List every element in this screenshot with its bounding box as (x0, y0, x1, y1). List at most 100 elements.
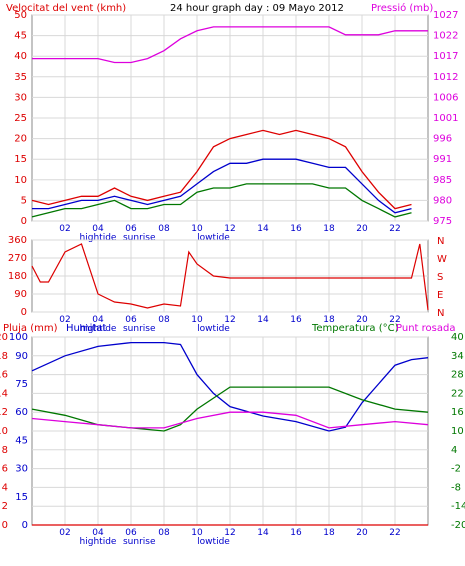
direction-letter-tick-1: W (437, 254, 447, 265)
p2-hour-tick-14: 14 (257, 315, 269, 325)
pressure-tick-6: 1006 (433, 92, 458, 103)
p1-hour-tick-06: 06 (125, 224, 137, 234)
temperature-tick-8: 28 (451, 370, 464, 381)
p1-event-hightide: hightide (80, 233, 117, 243)
p2-hour-tick-10: 10 (191, 315, 203, 325)
wind-speed-tick-6: 30 (14, 92, 27, 103)
p3-hour-tick-18: 18 (323, 528, 335, 538)
series-line-punt-rosada (31, 411, 429, 429)
p1-hour-tick-20: 20 (356, 224, 368, 234)
series-line-direcci-del-vent (31, 243, 429, 311)
direction-letter-tick-0: N (437, 236, 444, 247)
p2-event-lowtide: lowtide (197, 324, 230, 334)
series-line-pressi-mb (32, 26, 428, 64)
pressure-tick-4: 996 (433, 134, 452, 145)
wind-speed-tick-5: 25 (14, 113, 27, 124)
humidity-temperature-panel: Pluja (mm) Humitat Temperatura (°C) Punt… (0, 323, 465, 547)
p3-hour-tick-16: 16 (290, 528, 302, 538)
p1-event-sunrise: sunrise (123, 233, 156, 243)
direction-degree-tick-0: 0 (21, 307, 27, 318)
p1-hour-tick-10: 10 (191, 224, 203, 234)
p1-event-lowtide: lowtide (197, 233, 230, 243)
wind-direction-series (31, 243, 429, 311)
p1-hour-tick-12: 12 (224, 224, 235, 234)
direction-degree-tick-360: 360 (8, 235, 27, 246)
p2-hour-tick-02: 02 (59, 315, 70, 325)
rain-tick-4: 8 (2, 445, 8, 456)
temperature-axis-label: Temperatura (°C) (311, 323, 399, 334)
rain-tick-6: 12 (0, 407, 8, 418)
p2-hour-tick-18: 18 (323, 315, 335, 325)
humidity-tick-5: 75 (15, 379, 28, 390)
wind-speed-tick-9: 45 (14, 31, 27, 42)
wind-direction-grid: 02 04 06 08 10 12 14 16 18 20 22 hightide sunrise low… (32, 239, 428, 334)
rain-tick-0: 0 (2, 520, 8, 531)
pressure-tick-0: 975 (433, 216, 452, 227)
p1-hour-tick-04: 04 (92, 224, 104, 234)
p3-hour-tick-22: 22 (389, 528, 400, 538)
temperature-tick-3: -2 (451, 464, 461, 475)
p2-hour-tick-20: 20 (356, 315, 368, 325)
p3-hour-tick-14: 14 (257, 528, 269, 538)
p2-hour-tick-16: 16 (290, 315, 302, 325)
direction-letter-tick-4: N (437, 308, 444, 319)
p1-hour-tick-14: 14 (257, 224, 269, 234)
direction-degree-tick-180: 180 (8, 271, 27, 282)
humidity-tick-4: 60 (15, 407, 28, 418)
dew-point-axis-label: Punt rosada (396, 323, 455, 334)
temperature-tick-7: 22 (451, 388, 464, 399)
temperature-tick-9: 34 (451, 351, 464, 362)
temperature-tick-10: 40 (451, 332, 464, 343)
wind-speed-tick-3: 15 (14, 154, 27, 165)
wind-speed-tick-4: 20 (14, 134, 27, 145)
p3-hour-tick-06: 06 (125, 528, 137, 538)
p1-hour-tick-02: 02 (59, 224, 70, 234)
p3-hour-tick-12: 12 (224, 528, 235, 538)
pressure-axis-label: Pressió (mb) (371, 2, 433, 14)
wind-speed-tick-10: 50 (14, 10, 27, 21)
temperature-tick-5: 10 (451, 426, 464, 437)
humidity-tick-3: 45 (15, 435, 28, 446)
p2-hour-tick-04: 04 (92, 315, 104, 325)
p3-event-sunrise: sunrise (123, 537, 156, 547)
p3-hour-tick-08: 08 (158, 528, 170, 538)
wind-speed-tick-1: 5 (21, 195, 27, 206)
rain-tick-5: 10 (0, 426, 8, 437)
direction-degree-tick-270: 270 (8, 253, 27, 264)
p3-event-lowtide: lowtide (197, 537, 230, 547)
p2-event-hightide: hightide (80, 324, 117, 334)
p3-event-hightide: hightide (80, 537, 117, 547)
wind-speed-tick-8: 40 (14, 51, 27, 62)
graph-title: 24 hour graph day : 09 Mayo 2012 (170, 3, 344, 14)
humidity-axis-label: Humitat (66, 323, 106, 334)
series-line-humitat (31, 341, 429, 432)
pressure-tick-1: 980 (433, 195, 452, 206)
pressure-tick-8: 1017 (433, 51, 458, 62)
wind-pressure-panel: Velocitat del vent (kmh) 24 hour graph d… (6, 2, 458, 243)
wind-speed-tick-2: 10 (14, 175, 27, 186)
p2-hour-tick-06: 06 (125, 315, 137, 325)
temperature-tick-1: -14 (451, 501, 465, 512)
p2-event-sunrise: sunrise (123, 324, 156, 334)
rain-tick-3: 6 (2, 464, 8, 475)
p2-hour-tick-22: 22 (389, 315, 400, 325)
pressure-tick-9: 1022 (433, 31, 458, 42)
p3-hour-tick-20: 20 (356, 528, 368, 538)
humidity-tick-1: 15 (15, 492, 28, 503)
pressure-tick-3: 991 (433, 154, 452, 165)
humidity-tick-2: 30 (15, 464, 28, 475)
rain-tick-7: 14 (0, 388, 8, 399)
p3-hour-tick-02: 02 (59, 528, 70, 538)
p2-hour-tick-12: 12 (224, 315, 235, 325)
rain-tick-9: 18 (0, 351, 8, 362)
temperature-tick-2: -8 (451, 482, 461, 493)
temperature-tick-4: 4 (451, 445, 457, 456)
rain-tick-1: 2 (2, 501, 8, 512)
wind-speed-axis-label: Velocitat del vent (kmh) (6, 3, 126, 14)
p2-hour-tick-08: 08 (158, 315, 170, 325)
series-line-velocitat-del-vent-kmh (31, 129, 412, 210)
humidity-temperature-tick-labels: 0 2 4 6 8 10 12 14 16 18 20 0 15 30 45 60 75 90 100 -20 -14 -… (0, 332, 465, 531)
rain-tick-8: 16 (0, 370, 8, 381)
